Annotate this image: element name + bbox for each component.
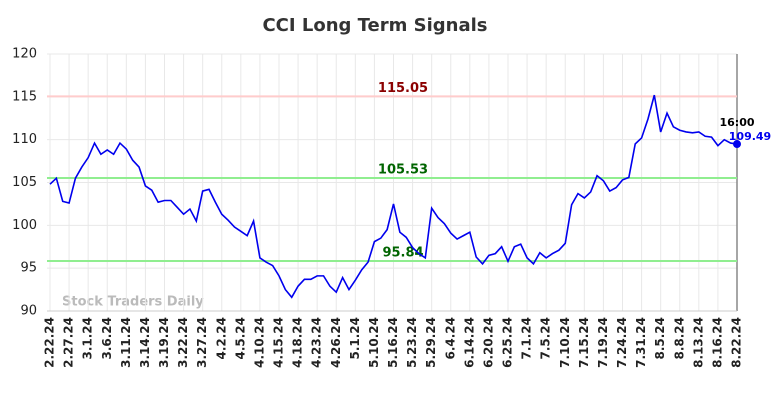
reference-label: 105.53 — [378, 162, 428, 177]
x-tick-label: 4.15.24 — [272, 317, 286, 368]
x-tick-label: 5.23.24 — [405, 317, 419, 368]
x-tick-label: 8.16.24 — [710, 317, 724, 368]
x-tick-label: 7.10.24 — [558, 317, 572, 368]
y-tick-label: 90 — [20, 304, 37, 319]
x-tick-label: 2.27.24 — [62, 317, 76, 368]
x-tick-label: 4.2.24 — [214, 317, 228, 360]
x-tick-label: 7.1.24 — [520, 317, 534, 360]
x-tick-label: 5.16.24 — [386, 317, 400, 368]
y-tick-label: 110 — [12, 132, 37, 147]
y-tick-label: 105 — [12, 175, 37, 190]
x-tick-label: 4.10.24 — [252, 317, 266, 368]
x-tick-label: 7.5.24 — [539, 317, 553, 360]
last-value: 109.49 — [729, 130, 771, 143]
watermark: Stock Traders Daily — [62, 295, 204, 310]
x-tick-label: 8.22.24 — [730, 317, 744, 368]
x-tick-label: 7.24.24 — [615, 317, 629, 368]
x-tick-label: 6.20.24 — [481, 317, 495, 368]
x-tick-label: 3.22.24 — [176, 317, 190, 368]
x-tick-label: 3.27.24 — [195, 317, 209, 368]
y-tick-label: 95 — [20, 261, 37, 276]
x-tick-label: 3.1.24 — [81, 317, 95, 360]
y-tick-label: 120 — [12, 47, 37, 62]
line-series — [49, 94, 738, 299]
reference-label: 115.05 — [378, 81, 428, 96]
last-point — [733, 140, 741, 149]
x-tick-label: 6.14.24 — [462, 317, 476, 368]
x-tick-label: 5.10.24 — [367, 317, 381, 368]
x-tick-label: 3.11.24 — [119, 317, 133, 368]
x-tick-label: 8.13.24 — [691, 317, 705, 368]
x-tick-label: 3.6.24 — [100, 317, 114, 360]
x-tick-label: 5.29.24 — [424, 317, 438, 368]
last-time: 16:00 — [719, 116, 754, 129]
x-tick-label: 3.14.24 — [138, 317, 152, 368]
x-tick-label: 8.8.24 — [672, 317, 686, 360]
x-tick-label: 4.5.24 — [233, 317, 247, 360]
x-tick-label: 6.4.24 — [443, 317, 457, 360]
x-tick-label: 8.5.24 — [653, 317, 667, 360]
y-tick-label: 115 — [12, 89, 37, 104]
chart-title: CCI Long Term Signals — [262, 15, 487, 36]
x-tick-label: 3.19.24 — [157, 317, 171, 368]
x-tick-label: 7.31.24 — [634, 317, 648, 368]
x-tick-label: 5.1.24 — [348, 317, 362, 360]
x-tick-label: 4.18.24 — [291, 317, 305, 368]
x-tick-label: 6.25.24 — [501, 317, 515, 368]
x-tick-label: 7.19.24 — [596, 317, 610, 368]
x-tick-label: 4.26.24 — [329, 317, 343, 368]
x-tick-label: 4.23.24 — [310, 317, 324, 368]
y-tick-label: 100 — [12, 218, 37, 233]
x-tick-label: 7.15.24 — [577, 317, 591, 368]
x-tick-label: 2.22.24 — [43, 317, 57, 368]
